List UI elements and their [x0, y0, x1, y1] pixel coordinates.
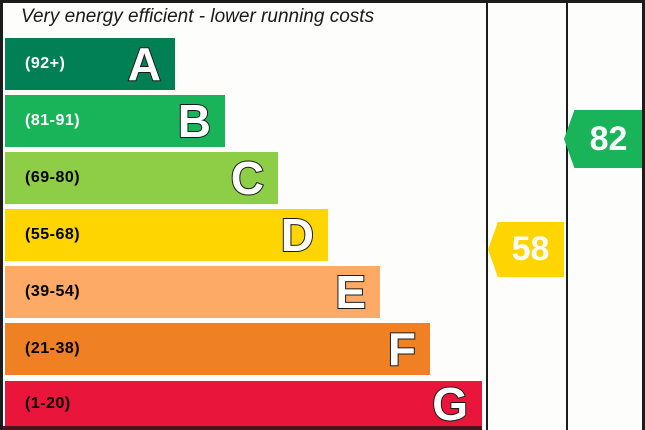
band-f-range-label: (21-38) [25, 340, 81, 357]
band-b-letter: B [177, 95, 212, 147]
band-e: (39-54) E [5, 266, 380, 318]
band-g-range-label: (1-20) [25, 394, 71, 412]
potential-rating-value: 82 [589, 119, 628, 158]
band-a-letter: A [127, 38, 162, 90]
band-a-range-label: (92+) [25, 55, 66, 72]
band-a: (92+) A [5, 38, 175, 90]
band-f: (21-38) F [5, 323, 430, 375]
band-g-letter: G [431, 381, 469, 426]
band-c-range-label: (69-80) [25, 169, 81, 186]
chart-top-border [0, 0, 645, 3]
band-b: (81-91) B [5, 95, 225, 147]
band-e-letter: E [334, 266, 367, 318]
band-g-bottom-edge [0, 426, 482, 430]
chart-left-border [0, 0, 3, 430]
chart-title: Very energy efficient - lower running co… [21, 6, 375, 27]
band-g: (1-20) G [5, 381, 482, 426]
band-d: (55-68) D [5, 209, 328, 261]
chart-right-border [642, 0, 645, 430]
band-f-letter: F [387, 323, 417, 375]
current-rating-marker: 58 [488, 222, 564, 277]
band-d-range-label: (55-68) [25, 226, 81, 243]
current-rating-value: 58 [511, 230, 550, 268]
band-c-letter: C [230, 152, 265, 204]
band-e-range-label: (39-54) [25, 283, 81, 300]
band-d-letter: D [280, 209, 315, 261]
potential-rating-marker: 82 [564, 110, 644, 168]
current-column-divider [486, 0, 488, 430]
band-c: (69-80) C [5, 152, 278, 204]
band-b-range-label: (81-91) [25, 112, 81, 129]
potential-column-divider [566, 0, 568, 430]
